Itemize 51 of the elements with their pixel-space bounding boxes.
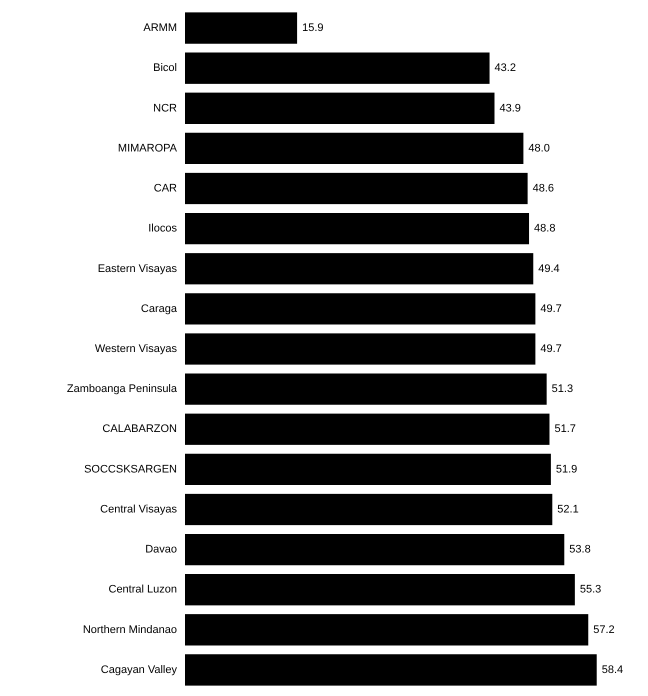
data-label: 48.0 — [528, 142, 550, 154]
y-tick-label: MIMAROPA — [118, 142, 178, 154]
y-tick-label: Cagayan Valley — [100, 664, 178, 676]
bar — [185, 654, 597, 686]
data-label: 51.9 — [556, 463, 578, 476]
bar — [185, 132, 524, 164]
data-label: 15.9 — [302, 22, 324, 34]
data-label: 49.4 — [538, 262, 560, 275]
y-tick-label: Ilocos — [148, 222, 178, 235]
data-label: 53.8 — [569, 544, 591, 556]
bar — [185, 253, 534, 284]
data-label: 49.7 — [540, 343, 562, 355]
data-label: 49.7 — [540, 302, 562, 315]
data-label: 48.8 — [534, 222, 556, 235]
data-label: 57.2 — [593, 624, 615, 636]
bar — [185, 414, 550, 445]
data-label: 51.7 — [554, 423, 576, 436]
y-tick-label: Western Visayas — [94, 343, 178, 355]
y-tick-label: Central Luzon — [108, 584, 177, 596]
y-tick-label: SOCCSKSARGEN — [84, 463, 178, 476]
data-label: 43.9 — [499, 102, 521, 114]
y-tick-label: Caraga — [140, 302, 178, 315]
bar — [185, 92, 494, 124]
data-label: 55.3 — [580, 584, 602, 596]
bar — [185, 614, 588, 646]
y-tick-label: Eastern Visayas — [98, 262, 178, 275]
bar — [185, 213, 530, 244]
data-label: 48.6 — [532, 182, 554, 195]
data-label: 51.3 — [552, 383, 574, 396]
y-tick-label: CALABARZON — [102, 423, 178, 436]
y-tick-label: Zamboanga Peninsula — [66, 383, 178, 396]
bar — [185, 293, 536, 325]
y-tick-label: Bicol — [153, 62, 177, 74]
data-label: 52.1 — [557, 503, 579, 516]
y-tick-label: NCR — [153, 102, 178, 114]
y-tick-label: ARMM — [143, 22, 177, 34]
bar — [185, 574, 575, 606]
bar — [185, 454, 551, 485]
bar — [185, 52, 490, 84]
y-tick-label: Central Visayas — [100, 503, 178, 516]
bar — [185, 494, 552, 526]
bar — [185, 373, 547, 405]
bar — [185, 12, 298, 44]
data-label: 43.2 — [494, 62, 516, 74]
data-label: 58.4 — [602, 664, 624, 676]
y-tick-label: Davao — [145, 544, 177, 556]
bar — [185, 172, 528, 204]
y-tick-label: CAR — [154, 182, 178, 195]
bar — [185, 333, 536, 365]
bar — [185, 534, 564, 566]
y-tick-label: Northern Mindanao — [82, 624, 177, 636]
